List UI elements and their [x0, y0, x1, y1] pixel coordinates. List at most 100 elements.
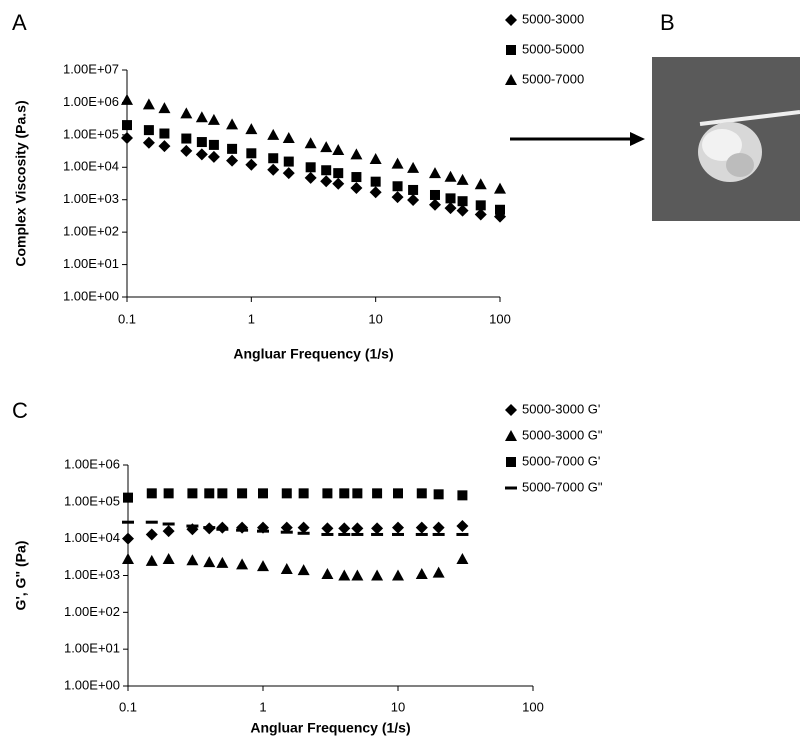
- panel-label: B: [660, 10, 675, 35]
- y-tick-label: 1.00E+02: [63, 224, 119, 239]
- point: [298, 488, 309, 499]
- point: [122, 520, 134, 524]
- point: [257, 560, 269, 572]
- point: [415, 532, 428, 536]
- x-tick-label: 0.1: [119, 699, 137, 714]
- point: [456, 553, 469, 565]
- point: [371, 522, 384, 535]
- panel-label: A: [12, 10, 27, 35]
- panel-label: C: [12, 398, 28, 423]
- photo: [652, 57, 800, 221]
- point: [332, 177, 345, 190]
- point: [159, 128, 170, 139]
- point: [415, 567, 428, 579]
- x-tick-label: 100: [489, 311, 511, 326]
- point: [304, 137, 317, 149]
- point: [392, 181, 403, 192]
- point: [369, 186, 382, 199]
- point: [352, 488, 363, 499]
- point: [320, 141, 333, 153]
- point: [145, 528, 158, 541]
- point: [282, 167, 295, 180]
- point: [280, 530, 293, 534]
- point: [320, 175, 333, 188]
- arrow-head: [630, 132, 645, 146]
- point: [163, 488, 174, 499]
- point: [333, 168, 344, 179]
- point: [305, 162, 316, 173]
- point: [217, 488, 228, 499]
- y-axis-title: Complex Viscosity (Pa.s): [13, 100, 29, 266]
- point: [227, 143, 238, 154]
- point: [204, 488, 215, 499]
- x-tick-label: 0.1: [118, 311, 136, 326]
- point: [444, 202, 457, 215]
- point: [351, 532, 364, 536]
- x-axis-title: Angluar Frequency (1/s): [233, 346, 393, 362]
- point: [393, 488, 403, 499]
- y-tick-label: 1.00E+04: [64, 530, 120, 545]
- point: [432, 521, 445, 534]
- point: [268, 153, 279, 164]
- y-tick-label: 1.00E+01: [64, 641, 120, 656]
- point: [146, 488, 157, 499]
- point: [321, 567, 334, 579]
- point: [369, 153, 382, 165]
- point: [207, 113, 220, 125]
- photo-needle: [699, 110, 800, 126]
- point: [474, 208, 487, 221]
- y-tick-label: 1.00E+06: [63, 94, 119, 109]
- legend-marker: [505, 74, 517, 85]
- point: [432, 566, 445, 578]
- point: [196, 137, 207, 148]
- point: [429, 189, 440, 200]
- photo-blob-shade: [726, 153, 754, 177]
- point: [282, 131, 295, 143]
- point: [237, 488, 248, 499]
- point: [180, 144, 193, 157]
- point: [321, 165, 332, 176]
- y-tick-label: 1.00E+07: [63, 61, 119, 76]
- point: [338, 522, 351, 535]
- legend-marker: [505, 430, 517, 441]
- point: [267, 128, 280, 140]
- point: [246, 148, 257, 159]
- point: [162, 522, 175, 526]
- point: [371, 532, 384, 536]
- y-tick-label: 1.00E+03: [64, 567, 120, 582]
- point: [415, 521, 428, 534]
- point: [428, 198, 441, 211]
- point: [297, 521, 310, 534]
- point: [391, 191, 404, 204]
- legend-marker: [506, 457, 516, 467]
- point: [391, 157, 404, 169]
- point: [162, 553, 175, 565]
- point: [142, 136, 155, 149]
- y-tick-label: 1.00E+06: [64, 456, 120, 471]
- point: [281, 488, 292, 499]
- y-tick-label: 1.00E+02: [64, 604, 120, 619]
- point: [407, 193, 420, 206]
- point: [494, 182, 506, 194]
- point: [432, 532, 445, 536]
- point: [162, 525, 175, 538]
- point: [145, 520, 158, 524]
- point: [122, 532, 134, 545]
- point: [408, 184, 419, 195]
- y-tick-label: 1.00E+00: [64, 677, 120, 692]
- point: [445, 193, 456, 204]
- y-tick-label: 1.00E+04: [63, 159, 119, 174]
- point: [456, 520, 469, 533]
- point: [297, 531, 310, 535]
- x-axis-title: Angluar Frequency (1/s): [250, 720, 410, 736]
- point: [456, 204, 469, 217]
- legend-marker: [505, 486, 517, 490]
- point: [322, 488, 333, 499]
- legend-label: 5000-7000: [522, 71, 584, 86]
- point: [304, 171, 317, 184]
- point: [180, 107, 193, 119]
- y-tick-label: 1.00E+03: [63, 191, 119, 206]
- point: [351, 569, 364, 581]
- point: [186, 524, 199, 528]
- point: [236, 521, 249, 534]
